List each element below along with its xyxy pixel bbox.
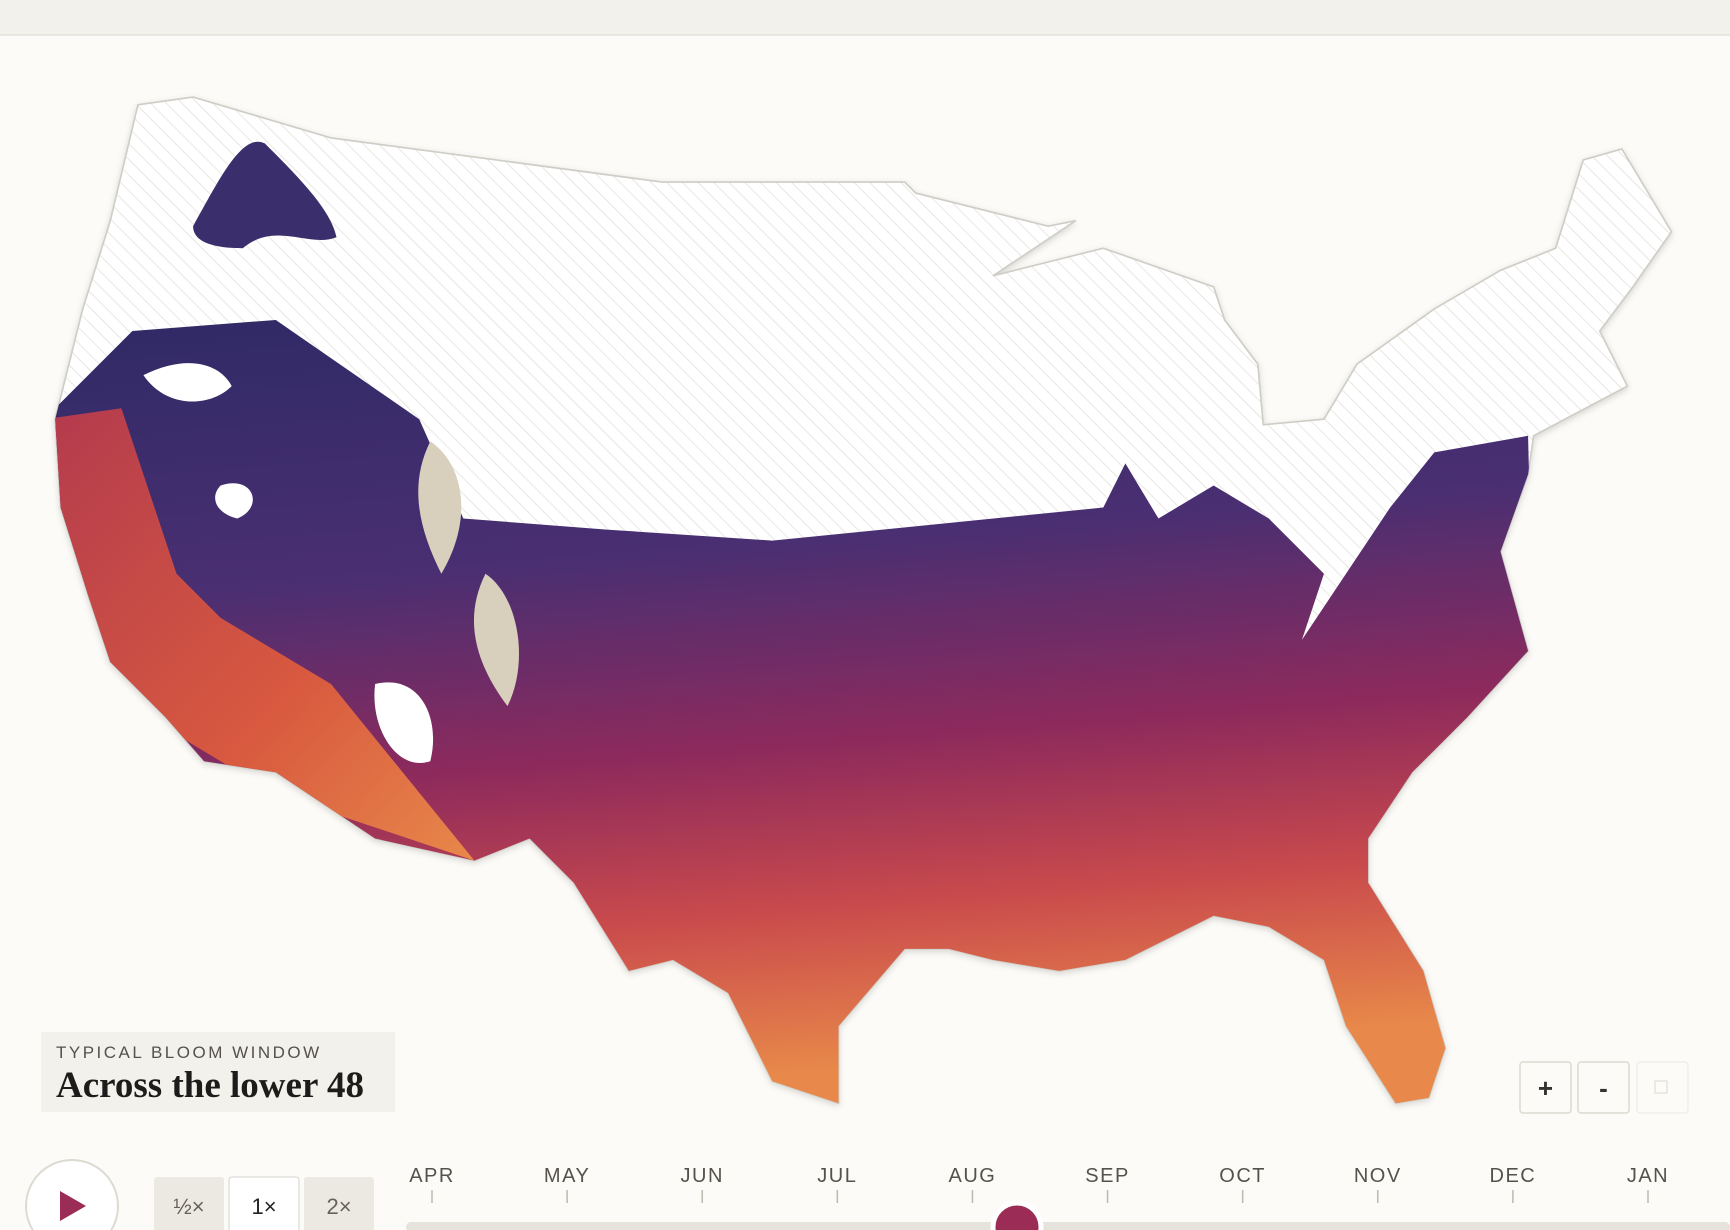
timeline: APR MAY JUN JUL AUG SEP OCT NOV DEC JAN <box>406 1165 1730 1230</box>
reset-view-icon <box>1654 1080 1668 1094</box>
zoom-button[interactable] <box>1577 1061 1630 1114</box>
top-bar <box>0 0 1730 35</box>
timeline-thumb[interactable] <box>990 1200 1044 1230</box>
month-label: DEC <box>1490 1165 1537 1187</box>
speed-button[interactable] <box>228 1176 300 1230</box>
speed-button[interactable] <box>304 1177 374 1230</box>
timeline-track <box>406 1222 1730 1230</box>
zoom-controls: + - <box>1519 1061 1630 1114</box>
early-bloom-patch <box>418 441 519 707</box>
speed-button-label: 2× <box>326 1194 351 1219</box>
month-label: JUN <box>681 1165 724 1187</box>
month-label: JUL <box>817 1165 857 1187</box>
play-button[interactable] <box>25 1159 119 1230</box>
month-label: SEP <box>1085 1165 1130 1187</box>
map[interactable] <box>44 96 1673 1114</box>
zoom-button-label: - <box>1599 1073 1608 1103</box>
play-icon <box>60 1191 86 1221</box>
speed-button-label: 1× <box>251 1194 276 1219</box>
legend-box <box>41 1032 395 1112</box>
speed-button-label: ½× <box>173 1194 204 1219</box>
zoom-button-label: + <box>1538 1073 1553 1103</box>
no-data-patch <box>143 363 434 763</box>
month-label: AUG <box>949 1165 997 1187</box>
speed-button[interactable] <box>154 1177 224 1230</box>
zoom-button[interactable] <box>1519 1061 1572 1114</box>
month-label: APR <box>409 1165 455 1187</box>
month-label: MAY <box>544 1165 590 1187</box>
month-label: OCT <box>1219 1165 1266 1187</box>
speed-controls: ½× 1× 2× <box>154 1176 374 1230</box>
legend-title: Across the lower 48 <box>56 1065 364 1106</box>
legend-label: TYPICAL BLOOM WINDOW <box>56 1043 322 1062</box>
month-label: NOV <box>1354 1165 1402 1187</box>
month-label: JAN <box>1627 1165 1669 1187</box>
bloom-region-west <box>55 408 475 861</box>
bloom-region-north <box>193 141 337 249</box>
reset-view-button[interactable] <box>1636 1061 1689 1114</box>
